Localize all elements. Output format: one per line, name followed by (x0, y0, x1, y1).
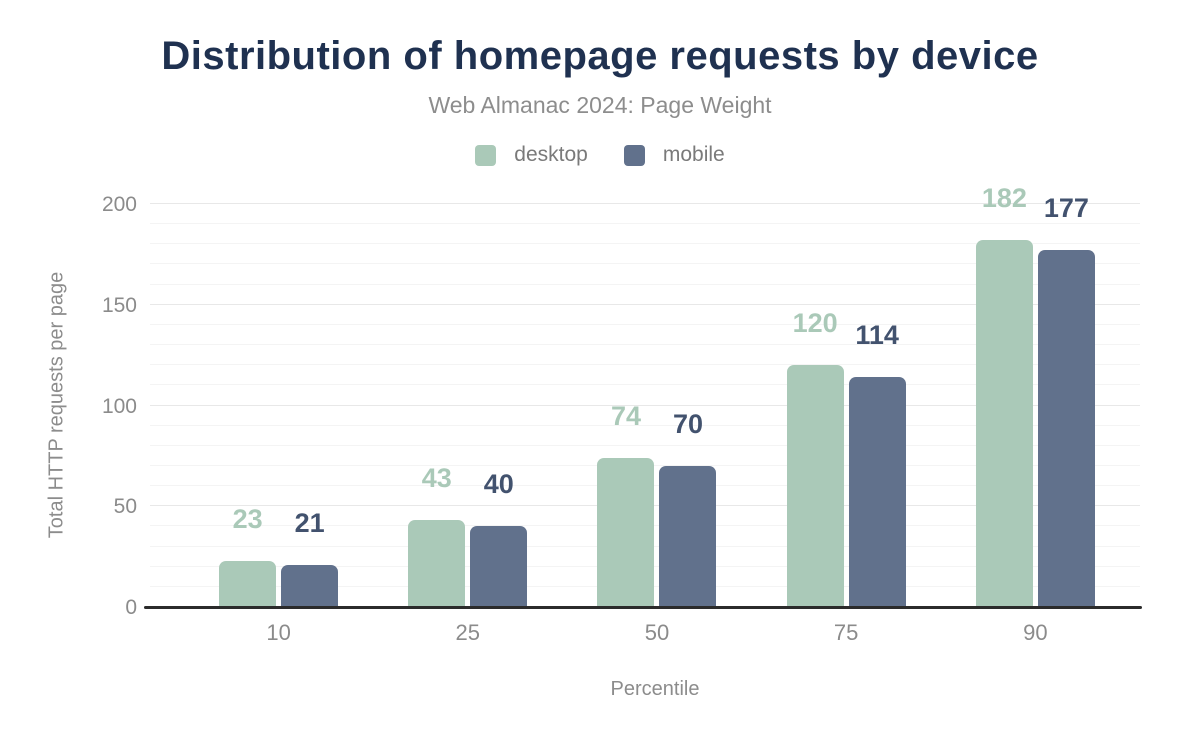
bar-mobile-90: 177 (1037, 195, 1095, 607)
bar-value-label-desktop-10: 23 (232, 503, 263, 534)
x-axis-line (144, 606, 1142, 609)
gridline-major-150 (150, 303, 1140, 305)
gridline-minor-140 (150, 323, 1140, 325)
gridline-minor-90 (150, 424, 1140, 426)
gridline-minor-190 (150, 223, 1140, 225)
x-tick-label-50: 50 (644, 620, 670, 645)
gridline-minor-170 (150, 263, 1140, 265)
gridline-minor-130 (150, 344, 1140, 346)
gridline-minor-80 (150, 444, 1140, 446)
bar-value-label-mobile-10: 21 (294, 507, 325, 538)
legend-swatch-desktop (475, 144, 497, 166)
bar-group-75: 120 114 75 (786, 204, 906, 645)
bar-desktop-10: 23 (219, 505, 277, 607)
gridline-minor-160 (150, 283, 1140, 285)
legend-item-mobile: mobile (623, 143, 725, 167)
x-axis-title: Percentile (610, 678, 700, 700)
legend: desktop mobile (0, 143, 1200, 167)
bar-group-25: 43 40 25 (408, 204, 528, 645)
gridline-minor-180 (150, 243, 1140, 245)
bar-desktop-25: 43 (408, 465, 466, 607)
gridline-minor-110 (150, 384, 1140, 386)
gridline-major-200 (150, 203, 1140, 204)
x-tick-label-25: 25 (455, 620, 481, 645)
y-tick-label-0: 0 (125, 596, 137, 619)
bar-mobile-25: 40 (470, 471, 528, 607)
legend-swatch-mobile (623, 144, 645, 166)
bar-value-label-desktop-25: 43 (421, 463, 452, 494)
bar-value-label-desktop-50: 74 (610, 400, 641, 431)
bar-mobile-50: 70 (659, 410, 717, 607)
bars-area: 23 21 10 43 40 25 74 70 50 120 114 75 182 177 90 (184, 185, 1130, 645)
bar-value-label-mobile-90: 177 (1043, 193, 1089, 224)
legend-item-desktop: desktop (475, 143, 588, 167)
gridline-major-100 (150, 404, 1140, 406)
chart-title: Distribution of homepage requests by dev… (161, 34, 1039, 78)
bar-value-label-desktop-75: 120 (792, 308, 838, 339)
chart-subtitle: Web Almanac 2024: Page Weight (428, 92, 772, 118)
bar-desktop-90: 182 (975, 185, 1033, 607)
x-tick-label-90: 90 (1023, 620, 1048, 645)
y-tick-label-150: 150 (101, 293, 137, 317)
legend-label-desktop: desktop (514, 143, 588, 166)
bar-group-50: 74 70 50 (597, 204, 717, 645)
bar-value-label-desktop-90: 182 (981, 183, 1027, 214)
bar-desktop-50: 74 (597, 402, 655, 607)
bar-value-label-mobile-50: 70 (672, 408, 703, 439)
y-tick-label-50: 50 (113, 495, 137, 519)
y-tick-label-100: 100 (101, 394, 137, 418)
bar-group-10: 23 21 10 (219, 204, 339, 645)
y-tick-label-200: 200 (101, 193, 137, 216)
legend-label-mobile: mobile (662, 143, 725, 166)
gridline-minor-120 (150, 364, 1140, 366)
bar-group-90: 182 177 90 (975, 185, 1095, 645)
bar-value-label-mobile-25: 40 (483, 469, 514, 500)
bar-mobile-75: 114 (848, 322, 906, 607)
x-tick-label-10: 10 (266, 620, 291, 645)
x-tick-label-75: 75 (833, 620, 859, 645)
plot-area: 23 21 10 43 40 25 74 70 50 120 114 75 182 177 90 (144, 185, 1142, 645)
bar-desktop-75: 120 (786, 310, 844, 607)
bar-value-label-mobile-75: 114 (855, 320, 899, 351)
bar-mobile-10: 21 (281, 509, 339, 607)
